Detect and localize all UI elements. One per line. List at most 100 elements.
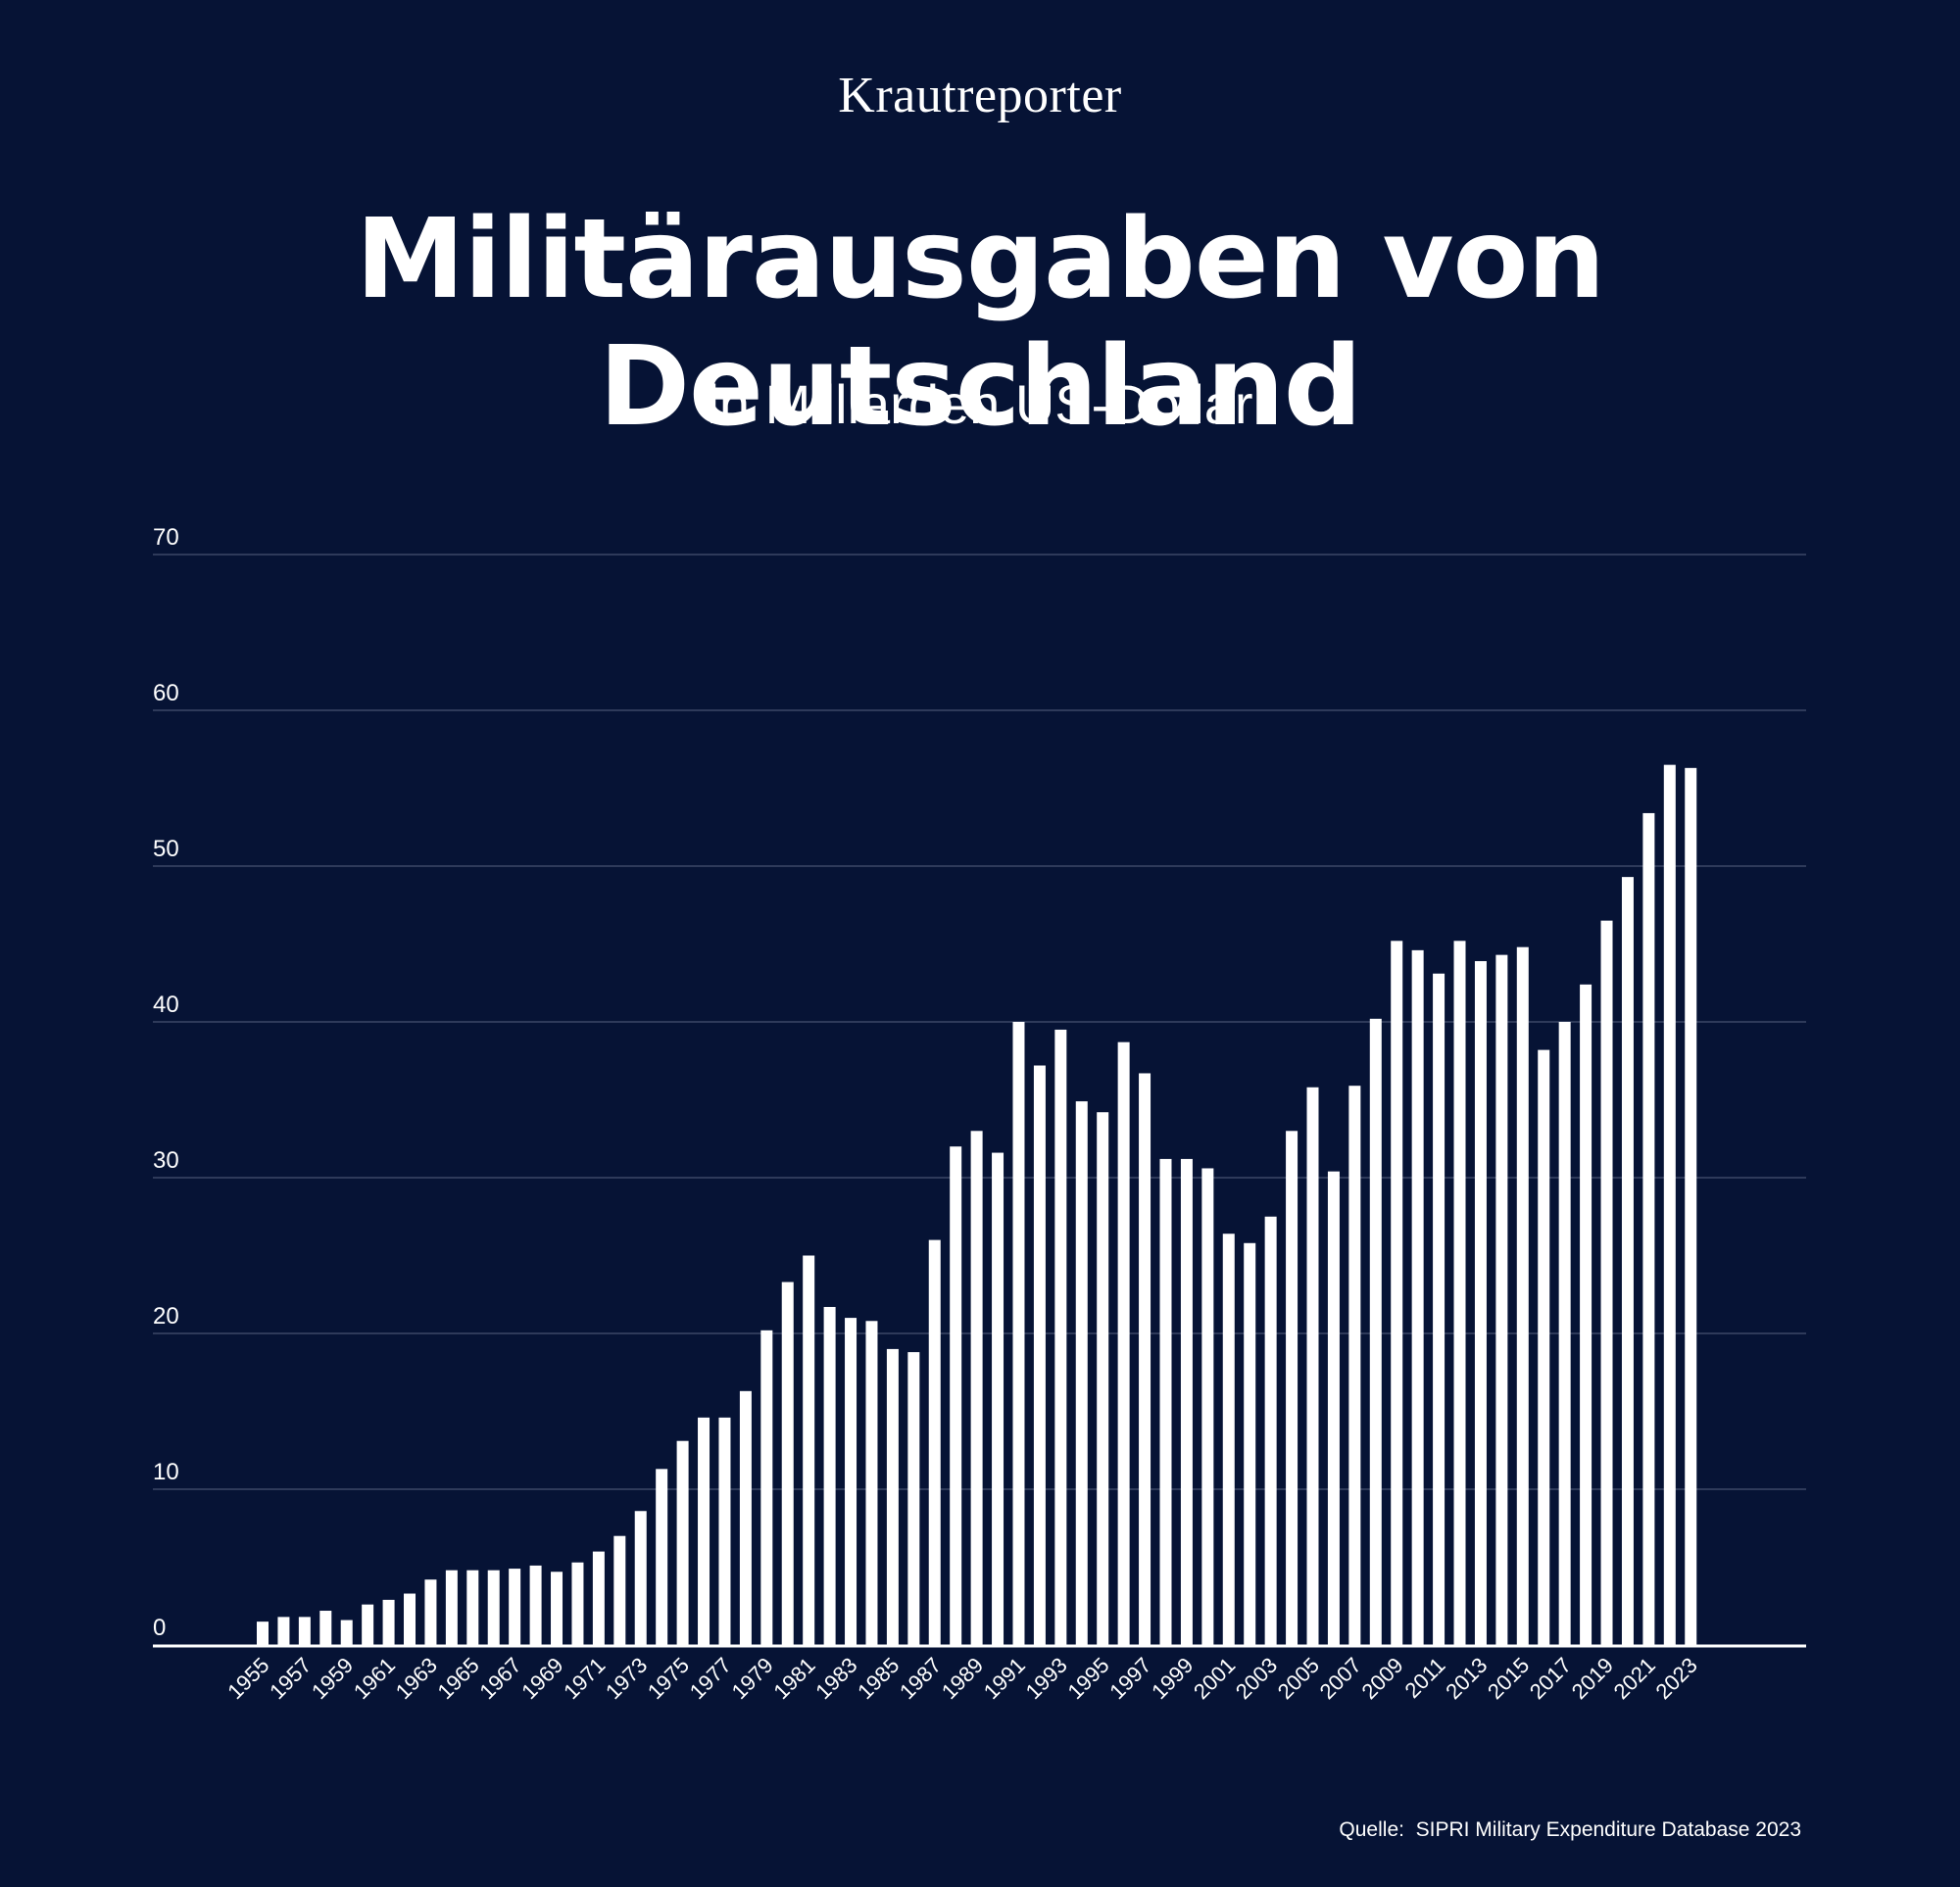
bar-2010 [1411, 949, 1424, 1645]
chart-subtitle: in Milliarden US-Dollar [707, 373, 1253, 435]
bar-2012 [1453, 941, 1466, 1645]
x-tick-label: 1971 [559, 1653, 610, 1704]
x-tick-label: 1965 [433, 1653, 484, 1704]
bar-1961 [382, 1599, 395, 1645]
bar-1974 [656, 1469, 668, 1645]
x-tick-label: 2007 [1315, 1653, 1366, 1704]
bar-2013 [1474, 960, 1487, 1645]
bar-1976 [698, 1417, 710, 1645]
chart-title: Militärausgaben von Deutschland [355, 196, 1605, 451]
x-tick-label: 1979 [727, 1653, 778, 1704]
bar-2016 [1538, 1049, 1550, 1645]
bar-2001 [1222, 1234, 1235, 1645]
bar-1997 [1139, 1073, 1152, 1645]
y-tick-label: 30 [153, 1147, 179, 1174]
x-tick-label: 1957 [265, 1653, 316, 1704]
x-tick-label: 1997 [1104, 1653, 1155, 1704]
bar-1962 [404, 1593, 416, 1645]
bar-1999 [1180, 1158, 1193, 1645]
x-tick-label: 2001 [1189, 1653, 1240, 1704]
bar-1970 [571, 1562, 584, 1645]
bar-1982 [823, 1306, 836, 1645]
bar-1967 [509, 1569, 521, 1645]
bar-1989 [970, 1131, 983, 1645]
bar-1958 [319, 1611, 332, 1645]
bar-2018 [1580, 984, 1592, 1645]
x-tick-label: 2019 [1567, 1653, 1618, 1704]
x-tick-label: 1991 [979, 1653, 1030, 1704]
bar-2017 [1558, 1022, 1571, 1645]
bar-2023 [1685, 767, 1697, 1645]
x-tick-label: 1983 [810, 1653, 861, 1704]
y-tick-label: 0 [153, 1615, 166, 1641]
bar-1992 [1033, 1065, 1046, 1645]
x-tick-label: 1969 [516, 1653, 567, 1704]
x-tick-label: 1967 [474, 1653, 525, 1704]
bar-1979 [760, 1330, 773, 1645]
bar-1990 [992, 1152, 1004, 1645]
bar-1993 [1054, 1029, 1067, 1645]
bar-2009 [1391, 941, 1403, 1645]
bar-2011 [1433, 973, 1446, 1645]
x-tick-label: 1975 [643, 1653, 694, 1704]
x-tick-label: 1987 [895, 1653, 946, 1704]
x-tick-label: 1959 [307, 1653, 358, 1704]
y-tick-label: 20 [153, 1303, 179, 1330]
bars [257, 764, 1697, 1645]
bar-1968 [529, 1565, 542, 1645]
bar-2002 [1244, 1242, 1256, 1645]
bar-1963 [424, 1579, 437, 1645]
x-tick-label: 1993 [1021, 1653, 1072, 1704]
x-tick-label: 1973 [601, 1653, 652, 1704]
bar-2006 [1327, 1171, 1340, 1645]
x-tick-label: 2015 [1483, 1653, 1534, 1704]
bar-1998 [1159, 1158, 1172, 1645]
bar-1978 [739, 1390, 752, 1645]
x-tick-label: 2011 [1399, 1653, 1449, 1703]
bar-2021 [1642, 812, 1655, 1645]
bar-1986 [907, 1352, 920, 1645]
y-tick-label: 10 [153, 1459, 179, 1485]
bar-1996 [1117, 1041, 1130, 1645]
y-tick-label: 40 [153, 992, 179, 1018]
bar-2007 [1348, 1086, 1361, 1645]
bar-2000 [1201, 1168, 1214, 1645]
bar-1959 [340, 1620, 353, 1645]
x-tick-label: 1981 [768, 1653, 819, 1704]
bar-1977 [718, 1417, 731, 1645]
bar-1980 [781, 1282, 794, 1645]
bar-1957 [298, 1617, 311, 1645]
y-axis-labels: 0 10 20 30 40 50 60 70 [153, 524, 179, 1641]
bar-1975 [676, 1440, 689, 1645]
x-tick-label: 2005 [1273, 1653, 1324, 1704]
bar-1956 [277, 1617, 290, 1645]
x-tick-label: 1955 [222, 1653, 273, 1704]
x-tick-label: 1995 [1062, 1653, 1113, 1704]
bar-1995 [1097, 1112, 1109, 1645]
x-tick-label: 2009 [1356, 1653, 1407, 1704]
bar-1981 [803, 1255, 815, 1645]
x-axis-labels: 1955195719591961196319651967196919711973… [222, 1653, 1702, 1704]
x-tick-label: 2003 [1231, 1653, 1282, 1704]
y-tick-label: 60 [153, 680, 179, 706]
bar-1966 [487, 1570, 500, 1645]
source-note: Quelle: SIPRI Military Expenditure Datab… [1339, 1818, 1801, 1841]
bar-1991 [1012, 1022, 1025, 1645]
y-tick-label: 50 [153, 836, 179, 862]
bar-2005 [1306, 1087, 1319, 1645]
bar-1964 [445, 1570, 458, 1645]
bar-2022 [1663, 764, 1676, 1645]
x-tick-label: 1963 [391, 1653, 442, 1704]
bar-1987 [928, 1239, 941, 1645]
x-tick-label: 2013 [1441, 1653, 1492, 1704]
bar-1994 [1075, 1101, 1088, 1645]
x-tick-label: 1961 [349, 1653, 400, 1704]
x-tick-label: 1989 [937, 1653, 988, 1704]
bar-1969 [551, 1572, 564, 1645]
y-tick-label: 70 [153, 524, 179, 551]
x-tick-label: 1985 [853, 1653, 904, 1704]
bar-1971 [592, 1551, 605, 1645]
x-tick-label: 1977 [685, 1653, 736, 1704]
x-tick-label: 2021 [1609, 1653, 1660, 1704]
